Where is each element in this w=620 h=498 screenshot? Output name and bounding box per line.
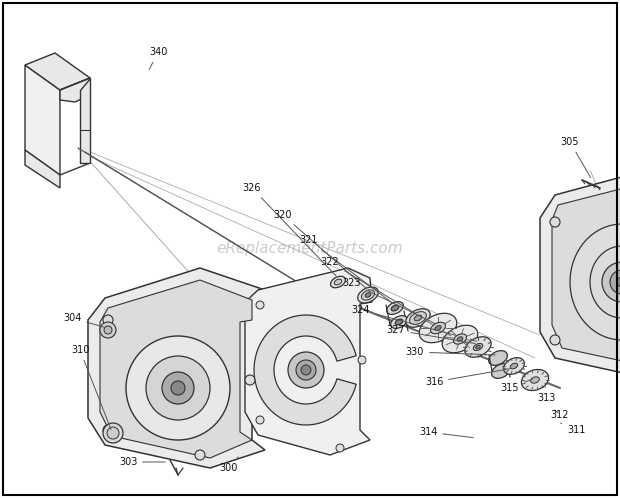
Ellipse shape <box>510 363 518 369</box>
Circle shape <box>550 335 560 345</box>
Ellipse shape <box>442 325 478 353</box>
Circle shape <box>550 217 560 227</box>
Circle shape <box>104 326 112 334</box>
Circle shape <box>336 444 344 452</box>
Text: 313: 313 <box>537 385 555 403</box>
Circle shape <box>288 352 324 388</box>
Circle shape <box>103 315 113 325</box>
Ellipse shape <box>414 315 422 321</box>
Polygon shape <box>100 280 252 458</box>
Text: 311: 311 <box>560 423 585 435</box>
Circle shape <box>146 356 210 420</box>
Text: 314: 314 <box>419 427 473 438</box>
Circle shape <box>358 356 366 364</box>
Text: 315: 315 <box>501 379 533 393</box>
Circle shape <box>195 450 205 460</box>
Ellipse shape <box>430 322 446 334</box>
Polygon shape <box>25 150 60 188</box>
Ellipse shape <box>531 377 539 383</box>
Ellipse shape <box>489 351 507 366</box>
Text: 330: 330 <box>406 347 495 357</box>
Ellipse shape <box>503 358 525 374</box>
Ellipse shape <box>465 337 491 357</box>
Ellipse shape <box>476 345 480 349</box>
Ellipse shape <box>396 319 403 325</box>
Circle shape <box>126 336 230 440</box>
Text: 304: 304 <box>63 313 104 327</box>
Text: 303: 303 <box>119 457 165 467</box>
Ellipse shape <box>361 290 374 300</box>
Circle shape <box>256 416 264 424</box>
Text: 320: 320 <box>274 210 366 288</box>
Text: 321: 321 <box>299 235 393 303</box>
Polygon shape <box>540 172 620 380</box>
Circle shape <box>610 270 620 294</box>
Circle shape <box>602 262 620 302</box>
Ellipse shape <box>410 312 427 324</box>
Ellipse shape <box>365 293 371 297</box>
Circle shape <box>162 372 194 404</box>
Text: 316: 316 <box>425 369 512 387</box>
Ellipse shape <box>391 316 407 328</box>
Ellipse shape <box>391 305 399 311</box>
Circle shape <box>296 360 316 380</box>
Ellipse shape <box>457 337 463 341</box>
Ellipse shape <box>330 276 345 288</box>
Polygon shape <box>25 53 90 90</box>
Circle shape <box>245 375 255 385</box>
Text: eReplacementParts.com: eReplacementParts.com <box>216 241 404 255</box>
Circle shape <box>103 425 113 435</box>
Text: 300: 300 <box>219 457 238 473</box>
Text: 312: 312 <box>551 410 569 420</box>
Circle shape <box>107 427 119 439</box>
Text: 305: 305 <box>560 137 591 178</box>
Polygon shape <box>60 78 90 102</box>
Text: 310: 310 <box>0 497 1 498</box>
Circle shape <box>103 423 123 443</box>
Ellipse shape <box>406 309 430 327</box>
Text: 304: 304 <box>0 497 1 498</box>
Text: 306: 306 <box>0 497 1 498</box>
Ellipse shape <box>358 287 378 303</box>
Text: 301: 301 <box>0 497 1 498</box>
Circle shape <box>617 277 620 287</box>
Text: 327: 327 <box>387 325 476 344</box>
Polygon shape <box>552 184 620 368</box>
Polygon shape <box>245 268 372 455</box>
Circle shape <box>256 301 264 309</box>
Circle shape <box>301 365 311 375</box>
Polygon shape <box>80 78 90 163</box>
Ellipse shape <box>473 344 482 351</box>
Polygon shape <box>88 268 268 468</box>
Ellipse shape <box>387 302 404 314</box>
Circle shape <box>100 322 116 338</box>
Text: 326: 326 <box>243 183 336 276</box>
Text: 323: 323 <box>343 278 435 324</box>
Ellipse shape <box>521 370 549 390</box>
Polygon shape <box>254 315 356 425</box>
Polygon shape <box>570 224 620 340</box>
Text: 322: 322 <box>321 257 415 314</box>
Polygon shape <box>25 65 60 175</box>
Text: 324: 324 <box>352 305 455 335</box>
Ellipse shape <box>492 364 510 378</box>
Ellipse shape <box>435 326 441 330</box>
Ellipse shape <box>419 313 457 343</box>
Text: 310: 310 <box>71 345 111 429</box>
Ellipse shape <box>334 279 342 285</box>
Text: 340: 340 <box>149 47 167 70</box>
Circle shape <box>171 381 185 395</box>
Ellipse shape <box>453 334 467 344</box>
